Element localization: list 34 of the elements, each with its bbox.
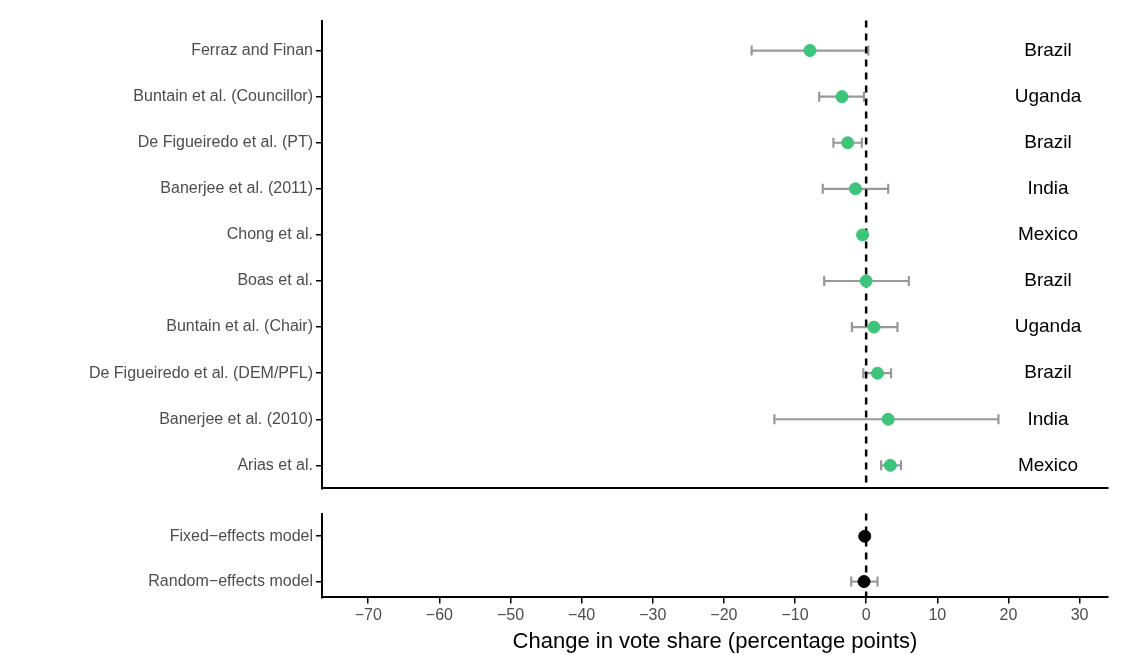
x-tick-label: −60 xyxy=(425,606,454,624)
y-tick-label: Buntain et al. (Chair) xyxy=(166,317,313,335)
y2-tick-label: Uganda xyxy=(1014,84,1082,106)
x-tick-label: 0 xyxy=(861,606,871,624)
y2-tick-label: Mexico xyxy=(1017,453,1079,475)
y-tick-label: Random−effects model xyxy=(148,571,313,589)
y2-tick-label: India xyxy=(1027,407,1070,429)
y-tick-label: Buntain et al. (Councillor) xyxy=(133,87,313,105)
y2-tick-label: Brazil xyxy=(1024,130,1072,152)
y-tick-label: Arias et al. xyxy=(237,455,313,473)
y2-tick-label: Brazil xyxy=(1024,361,1072,383)
x-tick-label: −70 xyxy=(354,606,382,624)
y2-tick-label: Brazil xyxy=(1024,269,1072,291)
y-tick-label: Fixed−effects model xyxy=(169,526,313,544)
y-tick-label: Boas et al. xyxy=(237,271,313,289)
y-tick-label: Ferraz and Finan xyxy=(191,40,313,58)
y-tick-label: Banerjee et al. (2010) xyxy=(159,409,313,427)
x-tick-label: −40 xyxy=(568,606,596,624)
y2-tick-label: Brazil xyxy=(1024,38,1072,60)
y-tick-label: Chong et al. xyxy=(226,225,313,243)
x-tick-label: −20 xyxy=(710,606,738,624)
y2-tick-label: Mexico xyxy=(1017,223,1079,245)
y2-tick-label: Uganda xyxy=(1014,315,1082,337)
x-tick-label: −30 xyxy=(639,606,667,624)
x-tick-label: −50 xyxy=(496,606,525,624)
x-tick-label: 10 xyxy=(928,606,947,624)
y2-tick-label: India xyxy=(1027,177,1070,199)
y-tick-label: Banerjee et al. (2011) xyxy=(160,179,313,197)
x-tick-label: 20 xyxy=(999,606,1018,624)
y-tick-label: De Figueiredo et al. (PT) xyxy=(137,133,313,151)
x-tick-label: −10 xyxy=(781,606,809,624)
y-tick-label: De Figueiredo et al. (DEM/PFL) xyxy=(88,363,313,381)
x-tick-label: 30 xyxy=(1070,606,1089,624)
x-axis-title: Change in vote share (percentage points) xyxy=(512,627,918,653)
